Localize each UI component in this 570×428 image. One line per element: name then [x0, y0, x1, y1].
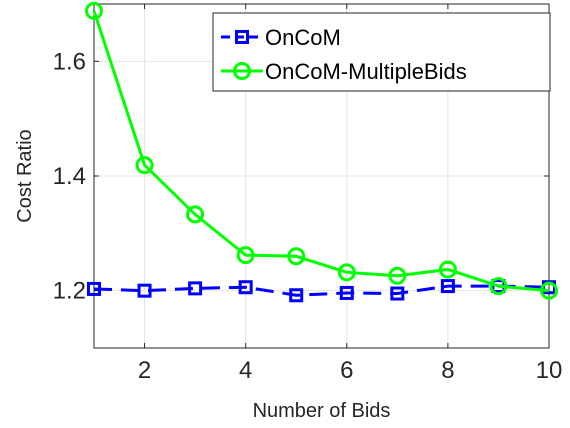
x-tick-label: 4 [239, 357, 252, 384]
x-tick-label: 2 [138, 357, 151, 384]
y-axis-label: Cost Ratio [14, 129, 36, 222]
x-axis-label: Number of Bids [253, 400, 391, 422]
x-tick-label: 10 [536, 357, 563, 384]
legend-label: OnCoM [265, 25, 341, 50]
x-tick-label: 6 [340, 357, 353, 384]
y-tick-label: 1.4 [53, 163, 86, 190]
legend: OnCoM OnCoM-MultipleBids [213, 13, 550, 91]
x-tick-label: 8 [441, 357, 454, 384]
y-tick-label: 1.2 [53, 278, 86, 305]
y-tick-label: 1.6 [53, 48, 86, 75]
legend-label: OnCoM-MultipleBids [265, 59, 467, 84]
